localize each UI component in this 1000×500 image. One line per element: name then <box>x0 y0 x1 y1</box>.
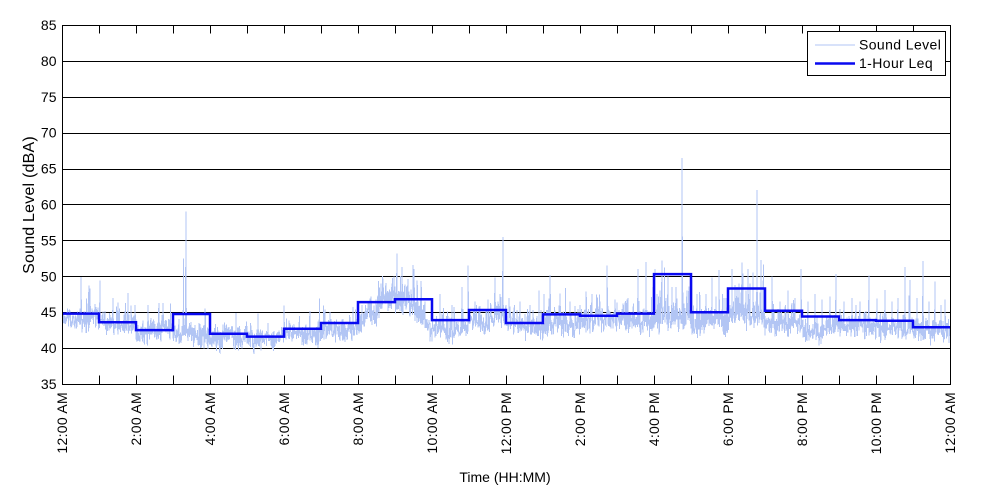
svg-text:12:00 PM: 12:00 PM <box>498 392 514 454</box>
svg-text:45: 45 <box>41 304 57 320</box>
svg-text:85: 85 <box>41 17 57 33</box>
svg-text:8:00 PM: 8:00 PM <box>794 392 810 446</box>
svg-text:4:00 PM: 4:00 PM <box>646 392 662 446</box>
svg-text:4:00 AM: 4:00 AM <box>202 392 218 445</box>
svg-text:1-Hour Leq: 1-Hour Leq <box>859 55 933 71</box>
svg-text:70: 70 <box>41 125 57 141</box>
svg-text:Sound Level (dBA): Sound Level (dBA) <box>21 136 38 274</box>
svg-text:6:00 AM: 6:00 AM <box>276 392 292 445</box>
svg-text:Time (HH:MM): Time (HH:MM) <box>459 469 550 485</box>
svg-text:80: 80 <box>41 53 57 69</box>
svg-text:6:00 PM: 6:00 PM <box>720 392 736 446</box>
svg-text:10:00 AM: 10:00 AM <box>424 392 440 454</box>
svg-text:40: 40 <box>41 340 57 356</box>
svg-text:55: 55 <box>41 232 57 248</box>
svg-text:75: 75 <box>41 89 57 105</box>
svg-text:50: 50 <box>41 268 57 284</box>
svg-text:Sound Level: Sound Level <box>859 37 941 53</box>
svg-text:60: 60 <box>41 197 57 213</box>
svg-text:10:00 PM: 10:00 PM <box>868 392 884 454</box>
svg-text:35: 35 <box>41 376 57 392</box>
svg-text:12:00 AM: 12:00 AM <box>54 392 70 454</box>
svg-text:65: 65 <box>41 161 57 177</box>
svg-text:2:00 PM: 2:00 PM <box>572 392 588 446</box>
svg-text:8:00 AM: 8:00 AM <box>350 392 366 445</box>
svg-text:2:00 AM: 2:00 AM <box>128 392 144 445</box>
svg-text:12:00 AM: 12:00 AM <box>942 392 958 454</box>
